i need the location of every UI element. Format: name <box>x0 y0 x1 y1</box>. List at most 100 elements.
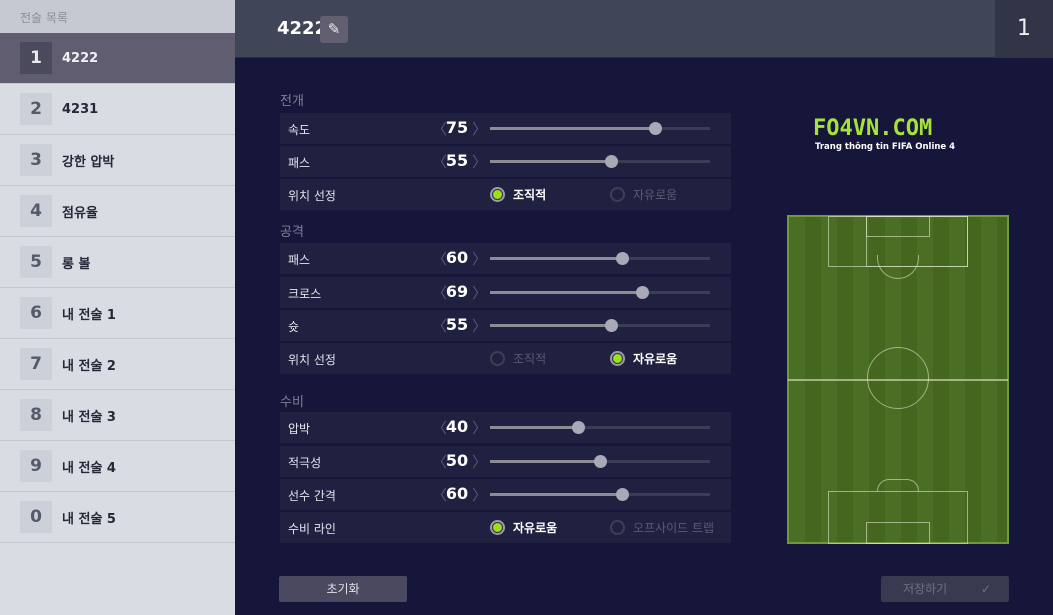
chevron-right-icon[interactable]: 〉 <box>472 453 488 471</box>
slider-value: 60 <box>445 248 469 267</box>
chevron-left-icon[interactable]: 〈 <box>432 453 448 471</box>
slider-thumb[interactable] <box>605 155 618 168</box>
slider-row: 적극성 〈 50 〉 <box>280 446 731 477</box>
slider-track[interactable] <box>490 488 710 501</box>
slider-row: 패스 〈 55 〉 <box>280 146 731 177</box>
radio-option[interactable]: 자유로움 <box>610 350 677 367</box>
slider-track[interactable] <box>490 455 710 468</box>
tactic-number: 8 <box>20 399 52 431</box>
chevron-left-icon[interactable]: 〈 <box>432 153 448 171</box>
slider-label: 적극성 <box>288 456 322 470</box>
radio-option-label: 조직적 <box>513 188 547 202</box>
sidebar-item-tactic[interactable]: 0 내 전술 5 <box>0 492 235 543</box>
reset-button[interactable]: 초기화 <box>279 576 407 602</box>
radio-icon <box>610 351 625 366</box>
tactic-name: 내 전술 4 <box>62 460 116 476</box>
section-title: 공격 <box>280 225 304 240</box>
chevron-right-icon[interactable]: 〉 <box>472 284 488 302</box>
radio-option[interactable]: 자유로움 <box>610 186 677 203</box>
slider-value: 75 <box>445 118 469 137</box>
radio-label: 수비 라인 <box>288 522 336 536</box>
sidebar-item-tactic[interactable]: 8 내 전술 3 <box>0 390 235 441</box>
tactic-name: 내 전술 5 <box>62 511 116 527</box>
slider-thumb[interactable] <box>594 455 607 468</box>
slider-fill <box>490 127 655 130</box>
slider-thumb[interactable] <box>572 421 585 434</box>
slider-label: 속도 <box>288 123 311 137</box>
sidebar-item-tactic[interactable]: 1 4222 <box>0 33 235 84</box>
slider-track[interactable] <box>490 252 710 265</box>
slider-thumb[interactable] <box>616 488 629 501</box>
slider-fill <box>490 160 611 163</box>
chevron-left-icon[interactable]: 〈 <box>432 250 448 268</box>
radio-label: 위치 선정 <box>288 189 336 203</box>
sidebar-item-tactic[interactable]: 2 4231 <box>0 84 235 135</box>
slider-value: 50 <box>445 451 469 470</box>
tactic-number: 9 <box>20 450 52 482</box>
save-button[interactable]: 저장하기 ✓ <box>881 576 1009 602</box>
radio-option[interactable]: 조직적 <box>490 350 546 367</box>
header-bar: 4222 ✎ 1 <box>235 0 1053 58</box>
slider-track[interactable] <box>490 286 710 299</box>
slider-fill <box>490 291 642 294</box>
tactic-name: 점유율 <box>62 205 98 221</box>
tactic-name: 내 전술 1 <box>62 307 116 323</box>
sidebar-item-tactic[interactable]: 9 내 전술 4 <box>0 441 235 492</box>
slider-thumb[interactable] <box>649 122 662 135</box>
chevron-left-icon[interactable]: 〈 <box>432 120 448 138</box>
slider-row: 슛 〈 55 〉 <box>280 310 731 341</box>
chevron-left-icon[interactable]: 〈 <box>432 486 448 504</box>
slider-label: 패스 <box>288 253 311 267</box>
tactic-number: 3 <box>20 144 52 176</box>
tactics-sidebar: 전술 목록 1 4222 2 4231 3 강한 압박 4 점유율 5 롱 볼 6 내 전술 1 7 내 … <box>0 0 235 615</box>
slider-label: 패스 <box>288 156 311 170</box>
section-title: 전개 <box>280 94 304 109</box>
slider-value: 60 <box>445 484 469 503</box>
slider-label: 슛 <box>288 320 300 334</box>
sidebar-item-tactic[interactable]: 6 내 전술 1 <box>0 288 235 339</box>
slider-label: 크로스 <box>288 287 322 301</box>
pitch <box>787 215 1009 544</box>
chevron-left-icon[interactable]: 〈 <box>432 284 448 302</box>
tactic-name: 강한 압박 <box>62 154 115 170</box>
chevron-right-icon[interactable]: 〉 <box>472 153 488 171</box>
slider-thumb[interactable] <box>616 252 629 265</box>
chevron-right-icon[interactable]: 〉 <box>472 486 488 504</box>
radio-row: 위치 선정 조직적 자유로움 <box>280 343 731 374</box>
radio-icon <box>490 187 505 202</box>
chevron-right-icon[interactable]: 〉 <box>472 120 488 138</box>
slider-track[interactable] <box>490 319 710 332</box>
chevron-right-icon[interactable]: 〉 <box>472 250 488 268</box>
sidebar-item-tactic[interactable]: 7 내 전술 2 <box>0 339 235 390</box>
tactic-number: 7 <box>20 348 52 380</box>
chevron-right-icon[interactable]: 〉 <box>472 419 488 437</box>
pencil-edit-icon[interactable]: ✎ <box>320 16 348 43</box>
radio-icon <box>490 351 505 366</box>
radio-icon <box>490 520 505 535</box>
radio-option-label: 자유로움 <box>633 352 678 366</box>
save-label: 저장하기 <box>903 582 948 596</box>
radio-option[interactable]: 조직적 <box>490 186 546 203</box>
sidebar-item-tactic[interactable]: 4 점유율 <box>0 186 235 237</box>
radio-option[interactable]: 자유로움 <box>490 519 557 536</box>
slider-value: 40 <box>445 417 469 436</box>
sidebar-item-tactic[interactable]: 5 롱 볼 <box>0 237 235 288</box>
radio-icon <box>610 520 625 535</box>
slider-track[interactable] <box>490 155 710 168</box>
logo: FO4VN.COM <box>813 116 933 141</box>
slider-value: 55 <box>445 315 469 334</box>
sidebar-item-tactic[interactable]: 3 강한 압박 <box>0 135 235 186</box>
slider-track[interactable] <box>490 122 710 135</box>
tactic-number: 1 <box>20 42 52 74</box>
tactic-title: 4222 <box>277 18 328 39</box>
slider-value: 55 <box>445 151 469 170</box>
slider-thumb[interactable] <box>635 286 649 299</box>
chevron-left-icon[interactable]: 〈 <box>432 419 448 437</box>
slider-row: 속도 〈 75 〉 <box>280 113 731 144</box>
slider-track[interactable] <box>490 421 710 434</box>
chevron-right-icon[interactable]: 〉 <box>472 317 488 335</box>
chevron-left-icon[interactable]: 〈 <box>432 317 448 335</box>
tactic-number: 4 <box>20 195 52 227</box>
radio-option[interactable]: 오프사이드 트랩 <box>610 519 714 536</box>
slider-thumb[interactable] <box>605 319 618 332</box>
